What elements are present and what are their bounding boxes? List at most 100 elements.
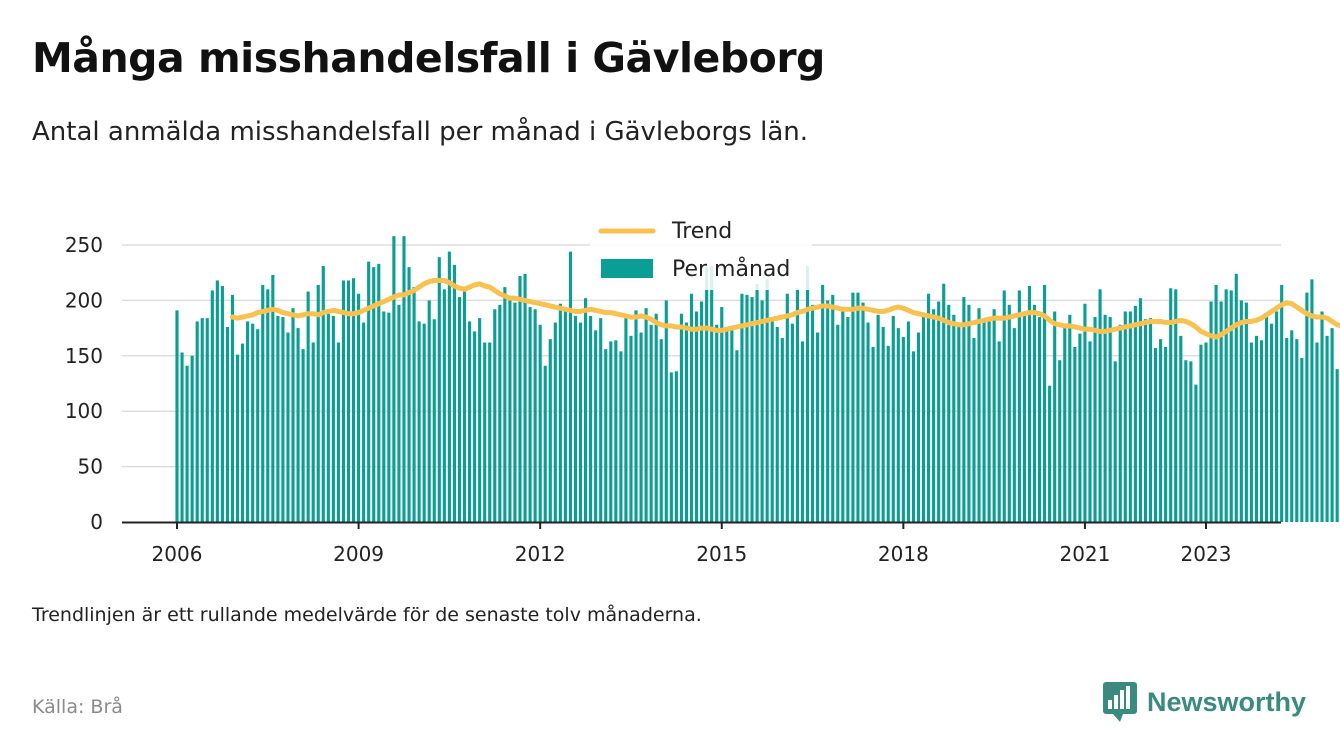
bar <box>185 365 189 522</box>
bar <box>760 300 764 522</box>
bar <box>483 342 487 522</box>
bar <box>367 261 371 522</box>
bar <box>997 341 1001 522</box>
bar <box>927 293 931 522</box>
bar <box>286 332 290 522</box>
bar <box>694 311 699 522</box>
bar <box>1128 311 1132 522</box>
bar <box>558 303 562 522</box>
bar <box>1143 319 1148 522</box>
bar <box>341 280 346 522</box>
bar <box>1043 284 1047 522</box>
bar <box>740 293 744 522</box>
bar <box>876 314 880 522</box>
bar <box>407 267 411 522</box>
legend-trend-label: Trend <box>671 219 732 244</box>
bar <box>210 290 214 522</box>
bar <box>306 291 310 522</box>
bar <box>316 284 320 522</box>
bar <box>1249 342 1253 522</box>
bar <box>982 319 986 522</box>
bar <box>1138 298 1142 522</box>
bar <box>271 274 275 522</box>
y-tick-label: 200 <box>65 288 103 312</box>
bar <box>1083 303 1087 522</box>
bar <box>609 341 613 522</box>
x-tick-label: 2018 <box>878 542 929 566</box>
bar <box>720 307 724 522</box>
bar <box>195 321 199 522</box>
bar <box>684 322 689 522</box>
bar <box>634 310 638 522</box>
bar <box>952 314 956 522</box>
bar <box>462 287 467 522</box>
bar <box>452 264 456 522</box>
bar <box>639 332 643 522</box>
bar <box>836 324 840 522</box>
bar <box>447 251 451 522</box>
bar <box>387 312 391 522</box>
bar <box>553 322 557 522</box>
bar <box>1229 290 1233 522</box>
bar <box>1209 301 1213 522</box>
bar <box>780 338 784 522</box>
brand-logo: Newsworthy <box>1103 682 1306 722</box>
bar <box>1148 318 1153 522</box>
bar <box>336 342 340 522</box>
bar <box>1164 346 1168 522</box>
bar <box>589 315 593 522</box>
bar <box>457 297 462 522</box>
bar <box>478 318 482 522</box>
bar <box>755 283 759 522</box>
bar <box>1305 292 1309 522</box>
x-tick-label: 2009 <box>333 542 384 566</box>
bar <box>1174 289 1178 522</box>
bar <box>1199 344 1203 522</box>
bar <box>866 322 870 522</box>
bar <box>578 322 583 522</box>
bar <box>624 315 628 522</box>
bar <box>261 284 265 522</box>
bar <box>861 302 865 522</box>
bar <box>1103 314 1107 522</box>
bar <box>745 294 749 522</box>
brand-name: Newsworthy <box>1147 686 1307 717</box>
bar <box>276 315 280 522</box>
bar <box>442 289 446 522</box>
bar <box>331 315 335 522</box>
bar <box>1017 290 1021 522</box>
y-tick-label: 100 <box>65 399 103 423</box>
bar <box>826 300 830 522</box>
bar <box>654 313 658 522</box>
bar <box>785 293 789 522</box>
bar <box>1088 341 1092 522</box>
bar <box>1219 301 1223 522</box>
bar <box>851 292 855 522</box>
bar <box>1315 342 1319 522</box>
bar <box>871 346 875 522</box>
bar <box>1058 360 1062 522</box>
bar <box>1310 279 1314 522</box>
bar <box>816 332 820 522</box>
bar <box>503 287 507 522</box>
bar <box>972 338 976 522</box>
bar <box>1189 361 1193 522</box>
bar <box>942 283 946 522</box>
y-tick-label: 50 <box>78 455 103 479</box>
newsworthy-logo-icon <box>1103 682 1137 722</box>
bar <box>230 294 235 522</box>
bar <box>402 236 406 522</box>
bar <box>1154 348 1158 522</box>
bar <box>1300 358 1304 522</box>
bar <box>604 349 608 522</box>
bar <box>932 309 936 522</box>
bar <box>725 328 729 522</box>
bar <box>427 300 431 522</box>
bar <box>563 309 567 522</box>
legend: Trend Per månad <box>590 212 812 290</box>
bar <box>1330 328 1334 522</box>
bar <box>1325 335 1329 522</box>
y-tick-label: 0 <box>90 510 103 534</box>
bar <box>538 324 542 522</box>
bar <box>488 342 492 522</box>
